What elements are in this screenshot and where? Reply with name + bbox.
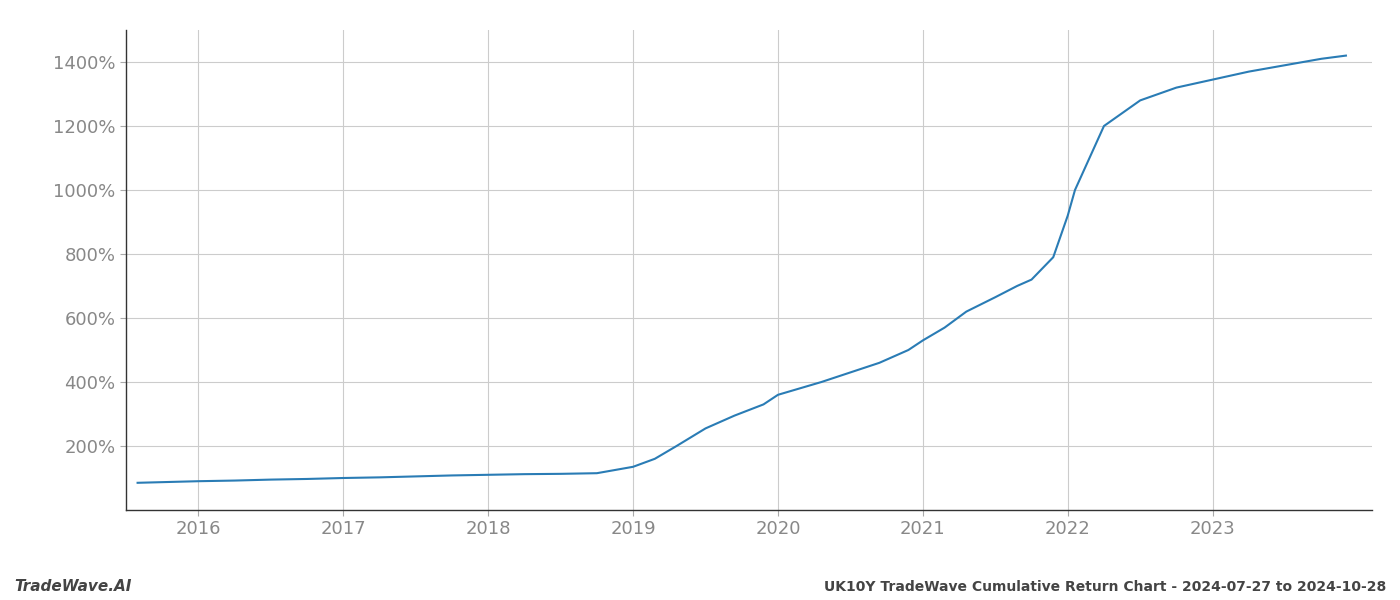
Text: UK10Y TradeWave Cumulative Return Chart - 2024-07-27 to 2024-10-28: UK10Y TradeWave Cumulative Return Chart … bbox=[823, 580, 1386, 594]
Text: TradeWave.AI: TradeWave.AI bbox=[14, 579, 132, 594]
